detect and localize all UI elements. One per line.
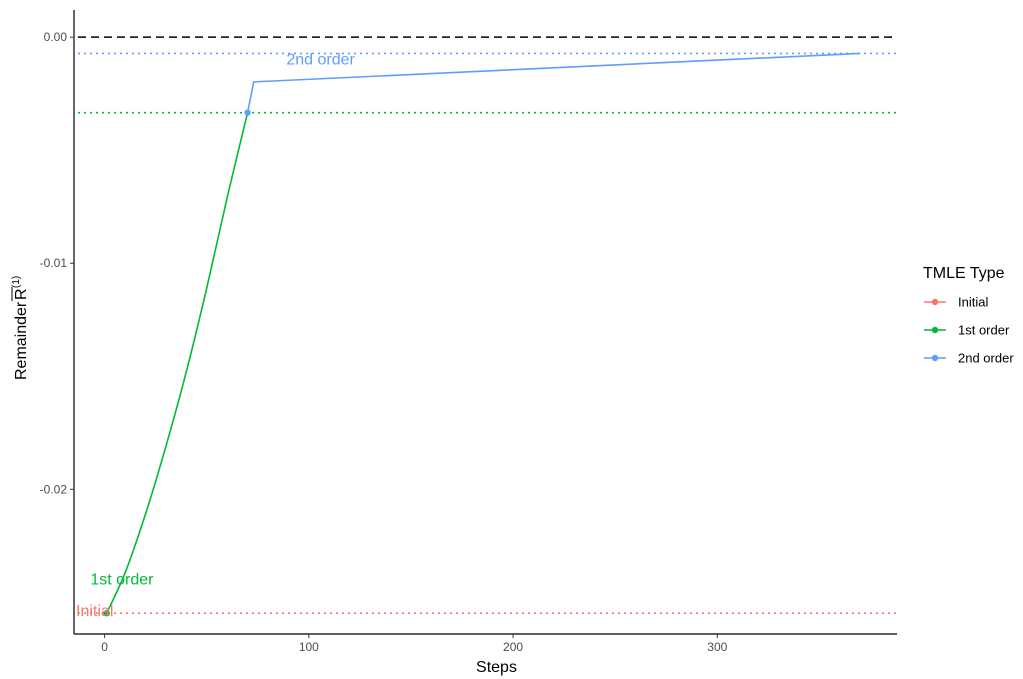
y-axis-title-main: Remainder bbox=[13, 301, 30, 380]
axes: 0 100 200 300 0.00 -0.01 -0.02 Steps RemainderR(… bbox=[11, 10, 897, 676]
series-line-1st-order bbox=[105, 112, 249, 614]
legend-label-initial: Initial bbox=[958, 295, 988, 310]
x-tick-label-3: 300 bbox=[707, 640, 727, 654]
x-tick-label-1: 100 bbox=[299, 640, 319, 654]
plot-area: Initial 1st order 2nd order bbox=[76, 36, 897, 620]
x-tick-label-2: 200 bbox=[503, 640, 523, 654]
annotation-initial: Initial bbox=[76, 603, 113, 620]
legend-key-point-2nd-order bbox=[931, 354, 939, 362]
annotation-2nd-order: 2nd order bbox=[286, 51, 355, 68]
legend-key-point-initial bbox=[931, 298, 939, 306]
y-tick-label-0: 0.00 bbox=[44, 30, 68, 44]
y-axis-title-superscript: (1) bbox=[11, 276, 22, 288]
x-tick-label-0: 0 bbox=[101, 640, 108, 654]
y-tick-label-1: -0.01 bbox=[40, 256, 68, 270]
y-axis-title-symbol: R bbox=[13, 288, 30, 300]
x-axis-title: Steps bbox=[476, 659, 517, 676]
series-line-2nd-order bbox=[246, 52, 861, 113]
series-point-1st-order-0 bbox=[103, 610, 110, 617]
legend-label-1st-order: 1st order bbox=[958, 323, 1010, 338]
annotation-1st-order: 1st order bbox=[90, 571, 154, 588]
series-point-2nd-order-0 bbox=[244, 109, 251, 116]
legend-key-point-1st-order bbox=[931, 326, 939, 334]
y-tick-label-2: -0.02 bbox=[40, 482, 68, 496]
legend-title: TMLE Type bbox=[923, 265, 1005, 282]
legend-label-2nd-order: 2nd order bbox=[958, 351, 1014, 366]
legend: TMLE Type Initial 1st order 2nd order bbox=[923, 265, 1014, 366]
